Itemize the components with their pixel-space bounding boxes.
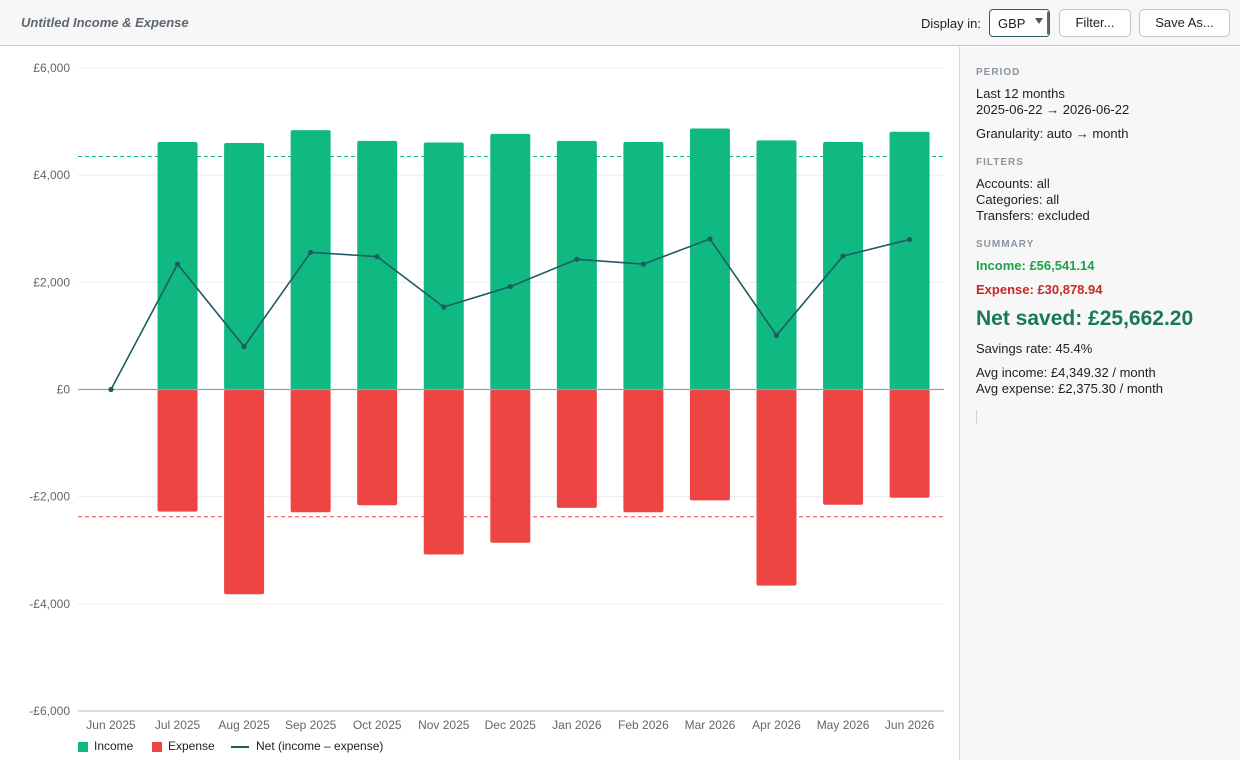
income-bar — [357, 140, 398, 390]
y-tick-label: -£2,000 — [29, 490, 70, 504]
filter-button[interactable]: Filter... — [1059, 9, 1131, 37]
expense-bar — [423, 389, 464, 555]
savings-rate: Savings rate: 45.4% — [976, 341, 1093, 356]
granularity: Granularity: auto → month — [976, 126, 1129, 141]
x-tick-label: Sep 2025 — [285, 718, 337, 732]
y-tick-label: £2,000 — [33, 275, 70, 289]
x-tick-label: Oct 2025 — [353, 718, 402, 732]
y-tick-label: £0 — [57, 383, 71, 397]
x-tick-label: Feb 2026 — [618, 718, 669, 732]
x-tick-label: May 2026 — [817, 718, 870, 732]
expense-bar — [157, 389, 198, 512]
chevron-down-icon — [1035, 18, 1043, 24]
x-tick-label: Jul 2025 — [155, 718, 201, 732]
accounts-filter: Accounts: all — [976, 176, 1050, 191]
net-point — [241, 344, 247, 350]
legend-swatch-income — [78, 742, 88, 752]
y-tick-label: -£6,000 — [29, 704, 70, 718]
net-point — [441, 304, 447, 310]
y-tick-label: -£4,000 — [29, 597, 70, 611]
toolbar: Untitled Income & Expense Display in: GB… — [0, 0, 1240, 46]
period-range-label: Last 12 months — [976, 86, 1065, 101]
net-point — [707, 236, 713, 242]
expense-bar — [490, 389, 531, 543]
income-bar — [823, 141, 864, 390]
income-bar — [290, 130, 331, 390]
summary-heading: SUMMARY — [976, 239, 1035, 250]
expense-bar — [357, 389, 398, 506]
save-as-button[interactable]: Save As... — [1139, 9, 1230, 37]
period-dates: 2025-06-22 → 2026-06-22 — [976, 102, 1130, 117]
y-tick-label: £4,000 — [33, 168, 70, 182]
legend-swatch-expense — [152, 742, 162, 752]
net-saved: Net saved: £25,662.20 — [976, 307, 1194, 330]
chart-area: £6,000 £4,000 £2,000 £0 -£2,000 -£4,000 -£6,00… — [0, 47, 960, 760]
net-point — [907, 236, 913, 243]
report-title: Untitled Income & Expense — [21, 15, 189, 30]
expense-bar — [889, 389, 930, 498]
income-bar — [556, 140, 597, 390]
income-bar — [224, 143, 265, 390]
net-point — [108, 386, 114, 393]
x-tick-label: Apr 2026 — [752, 718, 801, 732]
legend-label-net: Net (income – expense) — [256, 739, 384, 753]
currency-select[interactable]: GBP — [989, 9, 1050, 37]
x-tick-label: Jun 2025 — [86, 718, 136, 732]
income-total: Income: £56,541.14 — [976, 258, 1095, 273]
net-point — [374, 254, 380, 260]
income-bar — [689, 128, 730, 390]
x-tick-label: Mar 2026 — [685, 718, 736, 732]
currency-value: GBP — [998, 16, 1026, 31]
income-bar — [490, 133, 531, 390]
x-tick-label: Dec 2025 — [485, 718, 537, 732]
expense-total: Expense: £30,878.94 — [976, 282, 1103, 297]
x-tick-label: Jan 2026 — [552, 718, 602, 732]
display-in-label: Display in: — [921, 16, 981, 31]
expense-bar — [756, 389, 797, 586]
expense-bar — [224, 389, 265, 595]
x-tick-label: Nov 2025 — [418, 718, 470, 732]
avg-income: Avg income: £4,349.32 / month — [976, 365, 1156, 380]
net-point — [840, 253, 846, 259]
select-divider — [1047, 12, 1049, 34]
net-point — [507, 284, 513, 290]
x-tick-label: Aug 2025 — [218, 718, 270, 732]
x-tick-label: Jun 2026 — [885, 718, 935, 732]
filters-heading: FILTERS — [976, 157, 1024, 168]
legend-label-income: Income — [94, 739, 134, 753]
legend-swatch-net — [231, 746, 249, 748]
period-heading: PERIOD — [976, 67, 1021, 78]
avg-expense: Avg expense: £2,375.30 / month — [976, 381, 1163, 396]
income-bar — [423, 142, 464, 390]
income-expense-chart: £6,000 £4,000 £2,000 £0 -£2,000 -£4,000 -£6,00… — [29, 61, 944, 732]
income-bar — [756, 140, 797, 390]
text-cursor — [976, 410, 977, 424]
expense-bar — [556, 389, 597, 508]
net-point — [574, 256, 580, 262]
net-point — [174, 261, 181, 267]
net-point — [308, 249, 314, 255]
net-point — [640, 261, 647, 267]
expense-bar — [823, 389, 864, 505]
expense-bar — [689, 389, 730, 501]
summary-side-panel: PERIOD Last 12 months 2025-06-22 → 2026-… — [959, 47, 1240, 760]
legend-label-expense: Expense — [168, 739, 215, 753]
net-point — [773, 332, 780, 338]
y-tick-label: £6,000 — [33, 61, 70, 75]
income-bar — [889, 131, 930, 390]
expense-bar — [290, 389, 331, 513]
transfers-filter: Transfers: excluded — [976, 208, 1090, 223]
categories-filter: Categories: all — [976, 192, 1060, 207]
expense-bar — [623, 389, 664, 513]
